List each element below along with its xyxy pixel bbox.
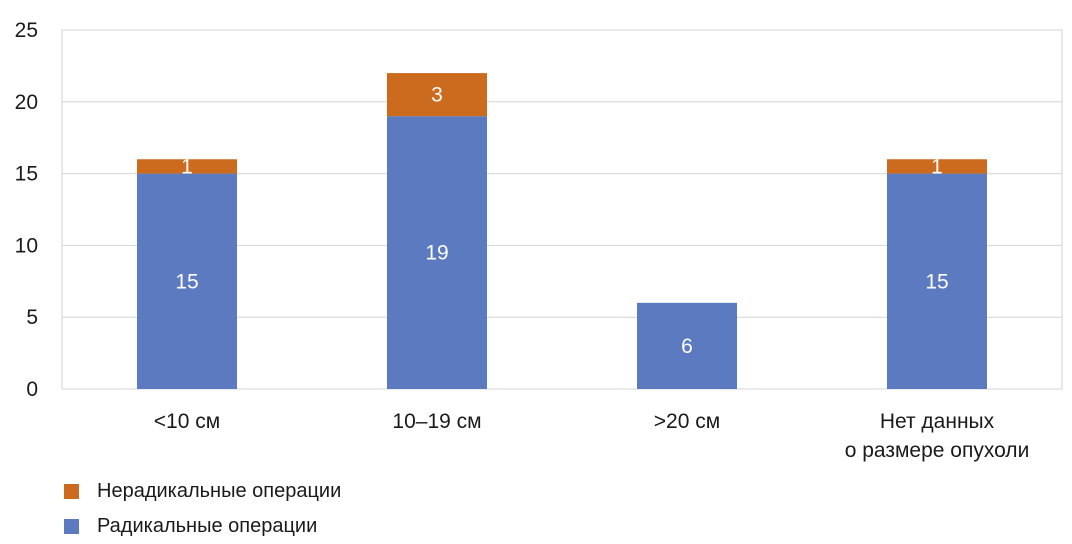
y-tick-label: 10 <box>15 234 38 257</box>
legend-item-radical: Радикальные операции <box>64 509 341 544</box>
y-axis: 0 5 10 15 20 25 <box>15 19 38 401</box>
legend-swatch-nonradical <box>64 484 79 499</box>
y-tick-label: 5 <box>26 306 38 329</box>
x-axis: <10 см 10–19 см >20 см Нет данных о размере … <box>154 410 1030 462</box>
data-label: 3 <box>431 84 443 107</box>
legend: Нерадикальные операции Радикальные опера… <box>64 474 341 544</box>
y-tick-label: 15 <box>15 163 38 186</box>
x-category-label: о размере опухоли <box>845 439 1030 462</box>
x-category-label: <10 см <box>154 410 220 433</box>
bar-segment <box>637 302 737 389</box>
data-label: 1 <box>931 155 943 178</box>
y-tick-label: 0 <box>26 378 38 401</box>
data-label: 19 <box>425 242 448 265</box>
data-label: 15 <box>925 270 948 293</box>
legend-label-nonradical: Нерадикальные операции <box>97 480 342 502</box>
data-label: 1 <box>181 155 193 178</box>
bar-segment <box>887 173 987 389</box>
x-category-label: Нет данных <box>880 410 995 433</box>
bars: 15 1 19 3 6 15 1 <box>137 73 987 389</box>
bar-segment <box>387 116 487 389</box>
data-label: 6 <box>681 335 693 358</box>
legend-label-radical: Радикальные операции <box>97 515 318 537</box>
bar-segment <box>887 159 987 174</box>
bar-segment <box>387 73 487 117</box>
legend-swatch-radical <box>64 519 79 534</box>
bar-chart: 0 5 10 15 20 25 15 1 19 3 6 15 1 <10 см 10–19 см >20 … <box>15 19 1063 462</box>
x-category-label: >20 см <box>654 410 720 433</box>
data-label: 15 <box>175 270 198 293</box>
y-tick-label: 25 <box>15 19 38 42</box>
bar-segment <box>137 159 237 174</box>
legend-item-nonradical: Нерадикальные операции <box>64 474 341 509</box>
y-tick-label: 20 <box>15 91 38 114</box>
x-category-label: 10–19 см <box>392 410 481 433</box>
bar-segment <box>137 173 237 389</box>
